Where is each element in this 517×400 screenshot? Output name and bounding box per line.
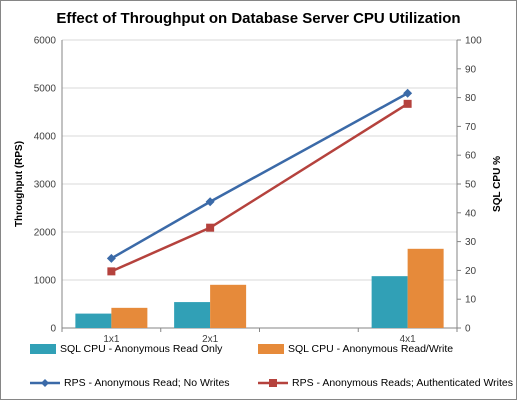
legend-swatch-bar-0 [30, 344, 56, 354]
y-right-tick-label: 40 [465, 208, 477, 219]
y-right-tick-label: 80 [465, 93, 477, 104]
legend-swatch-bar-1 [258, 344, 284, 354]
legend-label-bar-0: SQL CPU - Anonymous Read Only [60, 343, 223, 355]
bar-0-1 [174, 302, 211, 328]
series-line-1 [110, 102, 409, 273]
legend-item-line-1: RPS - Anonymous Reads; Authenticated Wri… [258, 377, 513, 389]
y-left-tick-label: 4000 [34, 132, 57, 143]
legend-label-line-1: RPS - Anonymous Reads; Authenticated Wri… [292, 377, 514, 389]
legend-swatch-line-0 [30, 379, 60, 387]
point-1-2 [403, 99, 412, 108]
x-tick-label: 4x1 [400, 334, 417, 345]
legend-label-line-0: RPS - Anonymous Read; No Writes [64, 377, 230, 389]
series-line-0 [110, 92, 409, 260]
y-left-tick-label: 6000 [34, 36, 57, 47]
legend-item-line-0: RPS - Anonymous Read; No Writes [30, 377, 230, 389]
y-right-tick-label: 30 [465, 237, 477, 248]
y-right-tick-label: 100 [465, 36, 482, 47]
legend-item-bar-1: SQL CPU - Anonymous Read/Write [258, 343, 453, 355]
point-0-1 [205, 197, 215, 207]
y-right-tick-label: 50 [465, 180, 477, 191]
y-right-tick-label: 0 [465, 324, 471, 335]
y-right-tick-label: 20 [465, 266, 477, 277]
x-tick-label: 2x1 [202, 334, 219, 345]
bar-0-3 [371, 276, 408, 328]
y-left-tick-label: 1000 [34, 276, 57, 287]
point-0-2 [403, 88, 413, 98]
legend-swatch-line-1 [258, 379, 288, 387]
point-1-1 [206, 223, 215, 232]
y-left-axis-title: Throughput (RPS) [14, 141, 25, 227]
y-right-tick-label: 10 [465, 295, 477, 306]
y-right-tick-label: 70 [465, 122, 477, 133]
y-left-tick-label: 0 [50, 324, 56, 335]
bar-0-0 [75, 313, 112, 328]
y-right-tick-label: 90 [465, 64, 477, 75]
legend-item-bar-0: SQL CPU - Anonymous Read Only [30, 343, 222, 355]
y-left-tick-label: 2000 [34, 228, 57, 239]
y-left-tick-label: 3000 [34, 180, 57, 191]
legend-label-bar-1: SQL CPU - Anonymous Read/Write [288, 343, 454, 355]
bar-1-0 [111, 307, 148, 328]
point-1-0 [107, 267, 116, 276]
bar-1-1 [210, 284, 247, 328]
y-right-tick-label: 60 [465, 151, 477, 162]
x-tick-label: 1x1 [103, 334, 120, 345]
y-right-axis-title: SQL CPU % [492, 156, 503, 212]
bar-1-3 [407, 248, 444, 328]
point-0-0 [106, 253, 116, 263]
chart-title: Effect of Throughput on Database Server … [56, 10, 461, 27]
y-left-tick-label: 5000 [34, 84, 57, 95]
